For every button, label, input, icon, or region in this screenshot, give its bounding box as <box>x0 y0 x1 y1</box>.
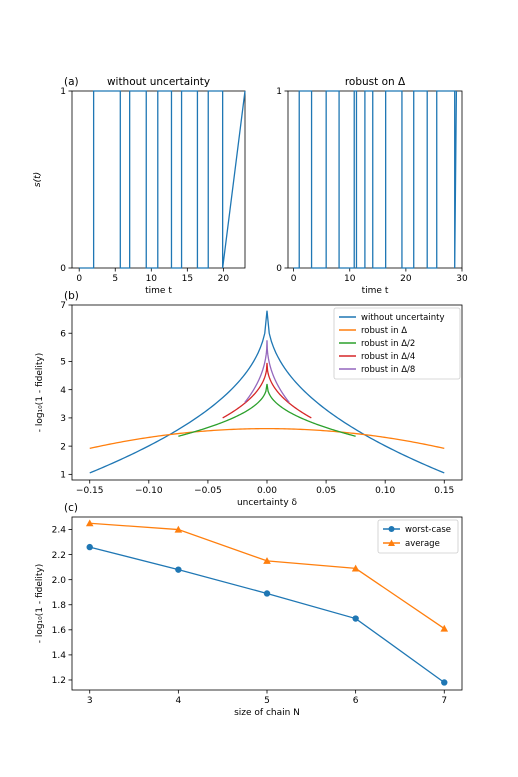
x-tick-label: 0.15 <box>434 486 454 496</box>
y-tick-label: 2.4 <box>52 526 67 536</box>
x-axis-label: time t <box>362 286 389 296</box>
legend-marker <box>388 539 395 546</box>
panel-label: (a) <box>64 76 79 88</box>
panel-a1: 0 5 10 15 20 0 1 time t s(t) without uncertainty (… <box>33 76 246 296</box>
series-line-0 <box>89 546 445 684</box>
x-tick-label: 0.05 <box>316 486 336 496</box>
y-tick-label: 5 <box>60 358 66 368</box>
legend-marker <box>388 526 395 532</box>
legend-label: average <box>405 539 440 549</box>
y-tick-label: 1.2 <box>52 676 66 686</box>
legend-label: robust in Δ/4 <box>361 352 415 362</box>
legend-label: robust in Δ <box>361 326 407 336</box>
y-tick-label: 0 <box>276 264 282 274</box>
x-tick-label: 20 <box>400 274 412 284</box>
x-tick-label: −0.15 <box>76 486 104 496</box>
y-tick-label: 1 <box>276 87 282 97</box>
data-point <box>263 590 271 597</box>
legend: worst-case average <box>377 519 459 554</box>
panel-b: −0.15 −0.10 −0.05 0.00 0.05 0.10 0.15 1 2 3 4 5 6 7 un… <box>35 290 463 508</box>
data-point <box>175 566 182 573</box>
panel-c: 3 4 5 6 7 1.2 1.4 1.6 1.8 2.0 2.2 2.4 size of chain … <box>35 502 463 718</box>
data-point <box>174 525 183 533</box>
data-point <box>352 615 359 622</box>
x-tick-label: −0.10 <box>135 486 163 496</box>
y-tick-label: 4 <box>60 386 66 396</box>
series-line-0 <box>79 90 246 269</box>
x-tick-label: 7 <box>441 696 447 706</box>
y-tick-label: 1 <box>60 471 66 481</box>
panel-label: (c) <box>64 502 78 514</box>
x-tick-label: 20 <box>218 274 230 284</box>
y-tick-label: 6 <box>60 329 66 339</box>
series-line-3 <box>222 362 312 419</box>
data-point <box>440 624 449 632</box>
series-line-0 <box>89 310 445 474</box>
y-tick-label: 1.4 <box>52 651 67 661</box>
x-axis-label: time t <box>145 286 172 296</box>
legend-label: without uncertainty <box>361 313 444 323</box>
chart-title: without uncertainty <box>107 76 210 88</box>
data-point <box>86 543 93 551</box>
y-axis-label: - log₁₀(1 - fidelity) <box>35 353 45 433</box>
series-line-0 <box>293 90 458 269</box>
x-tick-label: 6 <box>353 696 359 706</box>
panel-a2: 0 10 20 30 0 1 time t robust on Δ <box>276 76 468 296</box>
plot-frame <box>71 90 246 269</box>
x-tick-label: 5 <box>112 274 118 284</box>
x-tick-label: 10 <box>146 274 158 284</box>
x-axis-label: uncertainty δ <box>237 498 298 508</box>
legend-label: worst-case <box>405 525 451 535</box>
y-tick-label: 2 <box>60 442 66 452</box>
legend: without uncertainty robust in Δ robust in … <box>333 307 461 380</box>
x-tick-label: 30 <box>456 274 468 284</box>
x-tick-label: 3 <box>87 696 93 706</box>
chart-title: robust on Δ <box>345 76 406 88</box>
y-tick-label: 2.2 <box>52 551 66 561</box>
y-tick-label: 1.8 <box>52 601 67 611</box>
plot-frame <box>287 90 463 269</box>
series-line-4 <box>244 340 290 403</box>
series-line-2 <box>178 383 356 437</box>
y-tick-label: 3 <box>60 414 66 424</box>
series-line-1 <box>89 427 445 450</box>
legend-box <box>333 307 461 380</box>
y-tick-label: 0 <box>60 264 66 274</box>
panel-label: (b) <box>64 290 79 302</box>
data-point <box>441 679 448 686</box>
y-tick-label: 2.0 <box>52 576 67 586</box>
legend-label: robust in Δ/8 <box>361 365 415 375</box>
data-point <box>85 519 94 527</box>
x-tick-label: 0.10 <box>375 486 395 496</box>
data-point <box>351 564 360 572</box>
x-tick-label: 0.00 <box>257 486 277 496</box>
y-tick-label: 7 <box>60 301 66 311</box>
data-point <box>263 557 271 564</box>
y-tick-label: 1 <box>60 87 66 97</box>
y-axis-label: s(t) <box>33 172 43 187</box>
x-tick-label: 10 <box>344 274 356 284</box>
x-tick-label: 15 <box>182 274 193 284</box>
x-tick-label: −0.05 <box>194 486 222 496</box>
x-tick-label: 0 <box>291 274 297 284</box>
x-tick-label: 4 <box>175 696 181 706</box>
x-axis-label: size of chain N <box>234 708 300 718</box>
y-axis-label: - log₁₀(1 - fidelity) <box>35 564 45 644</box>
x-tick-label: 5 <box>264 696 270 706</box>
x-tick-label: 0 <box>76 274 82 284</box>
legend-label: robust in Δ/2 <box>361 339 415 349</box>
y-tick-label: 1.6 <box>52 626 67 636</box>
